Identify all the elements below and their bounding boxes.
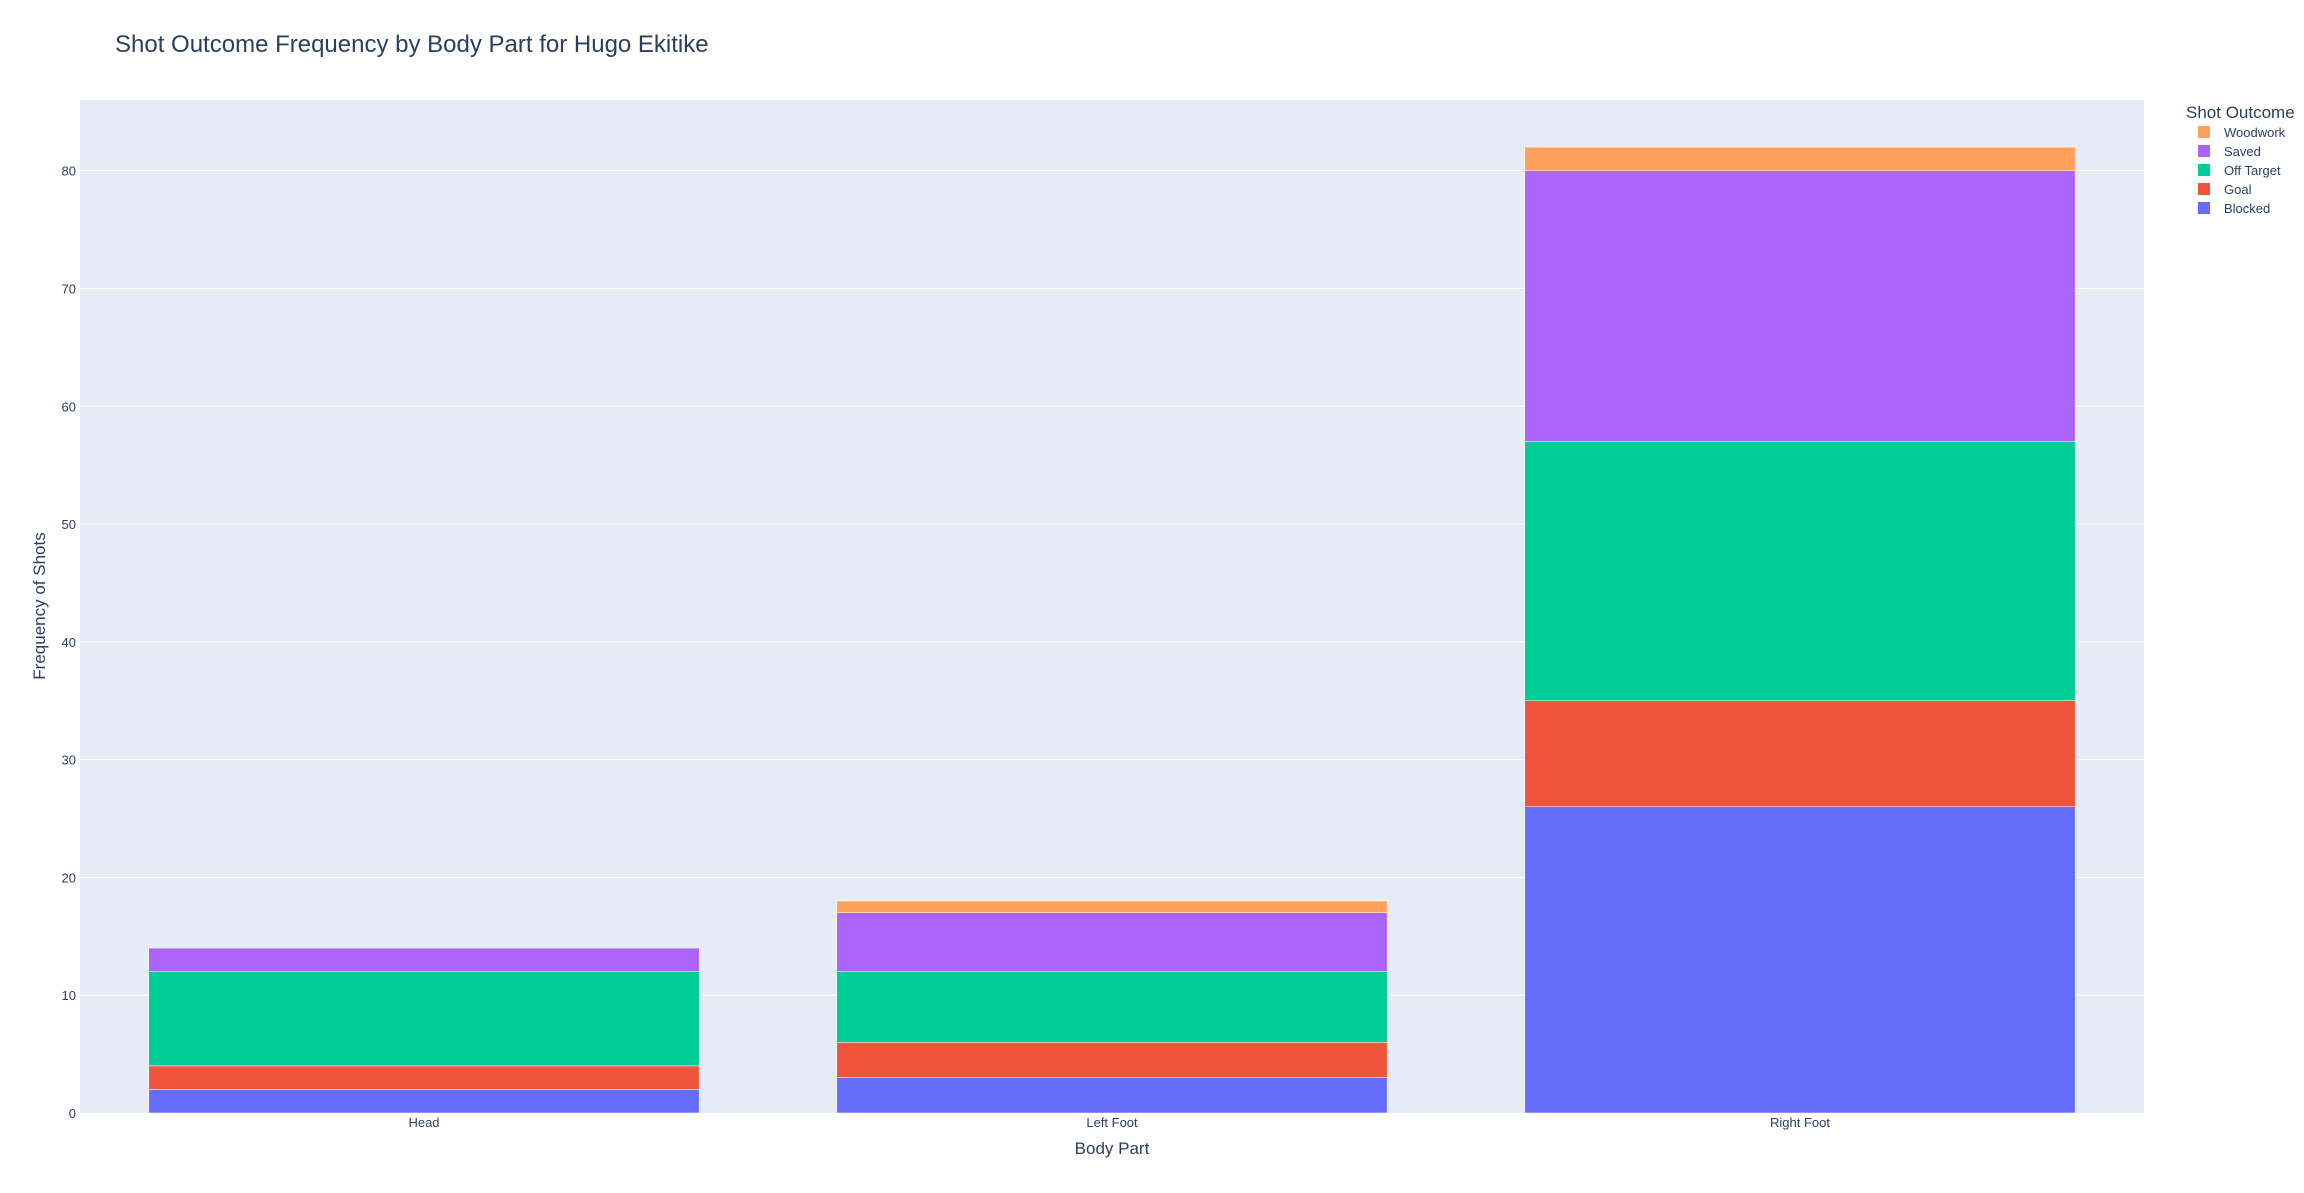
x-tick-label: Right Foot <box>1770 1115 1830 1130</box>
bar-left-foot-woodwork[interactable] <box>836 900 1388 914</box>
x-axis-ticks: Head Left Foot Right Foot <box>408 1115 1830 1130</box>
legend-swatch-saved[interactable] <box>2198 145 2210 157</box>
bar-left-foot-goal[interactable] <box>836 1042 1388 1078</box>
bar-head-off-target[interactable] <box>148 971 700 1067</box>
bar-left-foot-off-target[interactable] <box>836 971 1388 1043</box>
legend-swatch-woodwork[interactable] <box>2198 126 2210 138</box>
bars <box>148 146 2076 1114</box>
bar-head-saved[interactable] <box>148 947 700 972</box>
bar-head-blocked[interactable] <box>148 1089 700 1114</box>
y-tick-label: 20 <box>62 870 76 885</box>
bar-left-foot-saved[interactable] <box>836 912 1388 972</box>
bar-head-goal[interactable] <box>148 1065 700 1090</box>
bar-right-foot-saved[interactable] <box>1524 170 2076 442</box>
x-tick-label: Head <box>408 1115 439 1130</box>
chart-title: Shot Outcome Frequency by Body Part for … <box>115 31 709 58</box>
bar-right-foot-woodwork[interactable] <box>1524 146 2076 171</box>
y-tick-label: 40 <box>62 635 76 650</box>
y-tick-label: 30 <box>62 753 76 768</box>
y-tick-label: 70 <box>62 281 76 296</box>
legend-label-woodwork[interactable]: Woodwork <box>2224 125 2286 140</box>
legend-title: Shot Outcome <box>2186 103 2295 122</box>
legend-swatch-goal[interactable] <box>2198 183 2210 195</box>
y-tick-label: 60 <box>62 399 76 414</box>
y-tick-label: 50 <box>62 517 76 532</box>
y-axis-ticks: 0 10 20 30 40 50 60 70 80 <box>62 164 76 1121</box>
y-tick-label: 0 <box>69 1106 76 1121</box>
legend: Shot Outcome Woodwork Saved Off Target Goal… <box>2186 103 2295 216</box>
bar-left-foot-blocked[interactable] <box>836 1077 1388 1114</box>
y-tick-label: 10 <box>62 988 76 1003</box>
legend-label-goal[interactable]: Goal <box>2224 182 2252 197</box>
y-tick-label: 80 <box>62 164 76 179</box>
bar-right-foot-blocked[interactable] <box>1524 806 2076 1114</box>
x-axis-title: Body Part <box>1075 1139 1150 1158</box>
legend-swatch-off-target[interactable] <box>2198 164 2210 176</box>
x-tick-label: Left Foot <box>1086 1115 1138 1130</box>
legend-swatch-blocked[interactable] <box>2198 202 2210 214</box>
bar-right-foot-goal[interactable] <box>1524 700 2076 807</box>
y-axis-title: Frequency of Shots <box>30 532 49 679</box>
legend-label-saved[interactable]: Saved <box>2224 144 2261 159</box>
legend-label-off-target[interactable]: Off Target <box>2224 163 2281 178</box>
bar-right-foot-off-target[interactable] <box>1524 441 2076 701</box>
legend-label-blocked[interactable]: Blocked <box>2224 201 2270 216</box>
